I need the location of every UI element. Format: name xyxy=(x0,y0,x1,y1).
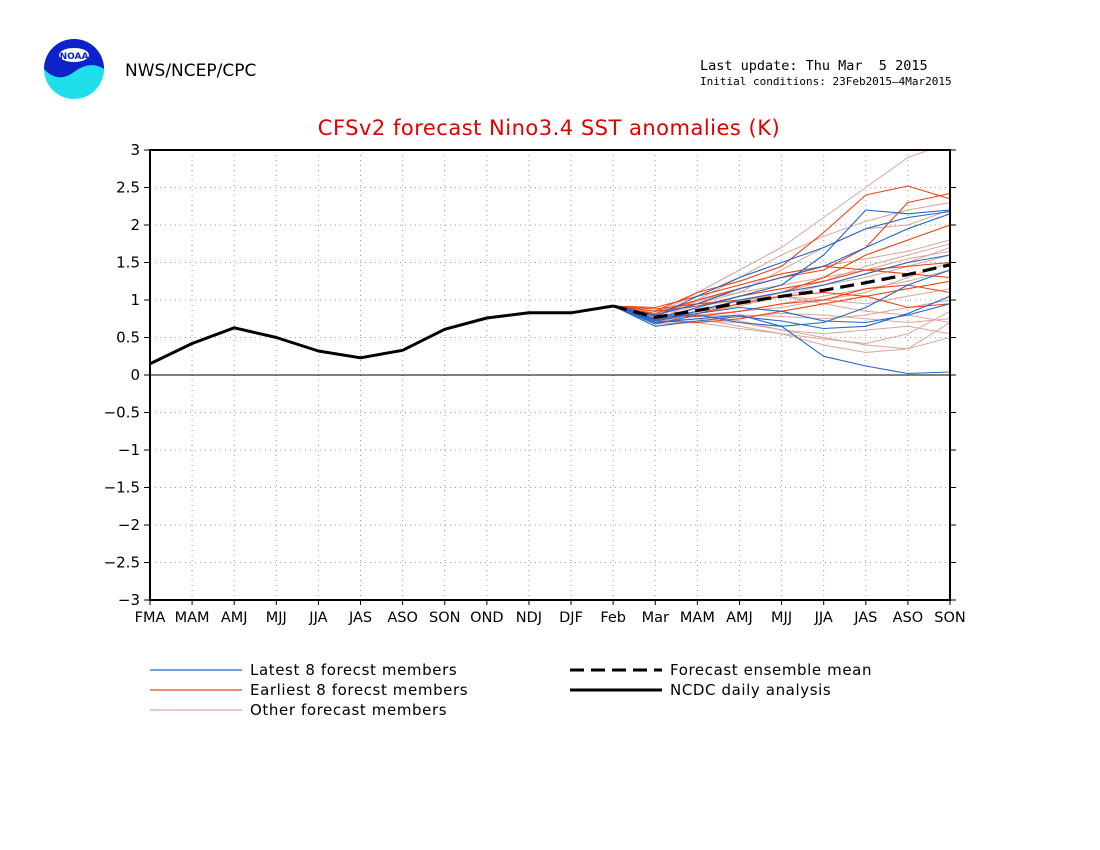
y-tick-label: 0.5 xyxy=(116,329,140,347)
x-tick-label: JAS xyxy=(853,610,877,626)
last-update-label: Last update: Thu Mar 5 2015 xyxy=(700,58,928,74)
latest-member-line xyxy=(613,213,950,316)
y-tick-label: 3 xyxy=(130,141,140,159)
legend-label: Earliest 8 forecst members xyxy=(250,681,468,699)
legend-label: NCDC daily analysis xyxy=(670,681,831,699)
earliest-member-line xyxy=(613,185,950,312)
x-tick-label: NDJ xyxy=(516,610,542,626)
x-tick-label: SON xyxy=(934,610,965,626)
y-tick-label: −3 xyxy=(118,591,140,609)
x-tick-label: OND xyxy=(470,610,503,626)
x-tick-label: DJF xyxy=(559,610,583,626)
x-tick-label: SON xyxy=(429,610,460,626)
legend-label: Other forecast members xyxy=(250,701,447,719)
y-tick-label: −2 xyxy=(118,516,140,534)
latest-member-line xyxy=(613,303,950,324)
x-tick-label: MAM xyxy=(680,610,715,626)
other-member-line xyxy=(613,305,950,344)
y-tick-label: −0.5 xyxy=(104,404,140,422)
ensemble-mean-line xyxy=(612,263,950,319)
other-member-line xyxy=(613,262,950,323)
y-tick-label: 1 xyxy=(130,291,140,309)
y-tick-label: 2.5 xyxy=(116,179,140,197)
y-tick-label: −1.5 xyxy=(104,479,140,497)
y-tick-label: 2 xyxy=(130,216,140,234)
x-tick-label: ASO xyxy=(893,610,924,626)
x-tick-label: AMJ xyxy=(221,610,248,626)
x-tick-label: AMJ xyxy=(726,610,753,626)
x-tick-label: MAM xyxy=(175,610,210,626)
initial-conditions-label: Initial conditions: 23Feb2015–4Mar2015 xyxy=(700,75,952,88)
agency-label: NWS/NCEP/CPC xyxy=(125,61,256,81)
chart-title: CFSv2 forecast Nino3.4 SST anomalies (K) xyxy=(318,116,780,140)
latest-member-line xyxy=(613,209,950,320)
legend-label: Latest 8 forecst members xyxy=(250,661,457,679)
latest-member-line xyxy=(613,254,950,321)
x-tick-label: MJJ xyxy=(266,610,287,626)
x-tick-label: Mar xyxy=(642,610,669,626)
x-tick-label: ASO xyxy=(387,610,418,626)
y-tick-label: −2.5 xyxy=(104,554,140,572)
x-tick-label: JJA xyxy=(308,610,327,626)
analysis-line xyxy=(150,304,614,366)
y-tick-label: 0 xyxy=(130,366,140,384)
legend-label: Forecast ensemble mean xyxy=(670,661,872,679)
earliest-member-line xyxy=(613,261,950,309)
x-tick-label: MJJ xyxy=(771,610,792,626)
latest-member-line xyxy=(613,210,950,318)
chart-legend: Latest 8 forecst members Earliest 8 forec… xyxy=(150,661,872,719)
x-tick-label: JAS xyxy=(348,610,372,626)
other-member-line xyxy=(613,239,950,314)
svg-text:NOAA: NOAA xyxy=(60,52,89,62)
x-tick-label: Feb xyxy=(600,610,626,626)
x-tick-label: FMA xyxy=(135,610,166,626)
y-tick-label: 1.5 xyxy=(116,254,140,272)
noaa-logo: NOAA xyxy=(44,39,104,99)
latest-member-line xyxy=(612,269,950,327)
y-tick-label: −1 xyxy=(118,441,140,459)
x-tick-label: JJA xyxy=(814,610,833,626)
